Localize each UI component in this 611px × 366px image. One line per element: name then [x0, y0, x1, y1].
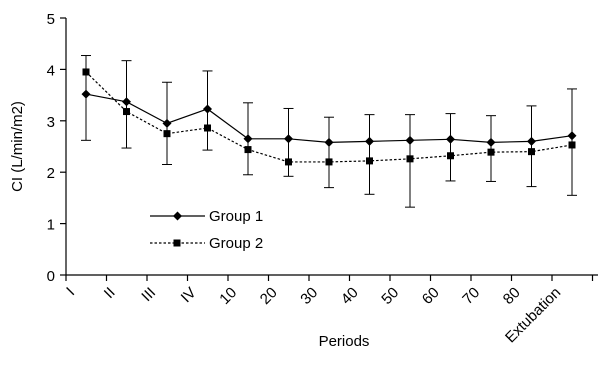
data-point [567, 131, 577, 141]
data-point [325, 158, 333, 166]
data-point [365, 136, 374, 146]
data-point [81, 89, 91, 99]
data-point [406, 155, 414, 163]
data-point [122, 97, 131, 107]
y-tick-label: 4 [47, 62, 55, 79]
y-ticks: 0 1 2 3 4 5 [47, 11, 66, 285]
legend-item-group-1: Group 1 [150, 208, 263, 225]
x-tick-label: IV [178, 284, 200, 306]
data-point [527, 136, 536, 146]
x-tick-label: 20 [257, 284, 281, 308]
data-point [82, 68, 90, 76]
series-layer [81, 68, 577, 166]
y-tick-label: 3 [47, 114, 55, 131]
x-tick-label: 60 [419, 284, 443, 308]
x-tick-label: III [138, 284, 159, 305]
data-point [284, 134, 293, 144]
data-point [528, 148, 535, 156]
error-bar [364, 114, 375, 195]
data-point [285, 158, 292, 166]
series-group-2 [82, 68, 576, 166]
y-axis-title: CI (L/min/m2) [9, 101, 26, 192]
error-bar [445, 113, 456, 182]
data-point [123, 108, 130, 116]
data-point [163, 130, 171, 138]
y-tick-label: 0 [47, 268, 55, 285]
error-bar [324, 116, 334, 189]
data-point [568, 141, 576, 149]
data-point [487, 148, 495, 156]
data-point [162, 118, 172, 128]
x-axis-title: Periods [319, 333, 370, 350]
data-point [244, 146, 252, 154]
legend-item-group-2: Group 2 [150, 235, 263, 252]
data-point [446, 134, 455, 144]
y-axis: 0 1 2 3 4 5 CI (L/min/m2) [9, 11, 67, 285]
x-tick-label: 50 [378, 284, 402, 308]
data-point [324, 137, 334, 147]
legend: Group 1 Group 2 [150, 208, 263, 252]
error-bar [526, 105, 537, 188]
data-point [243, 134, 253, 144]
x-tick-label: I [63, 284, 78, 299]
y-tick-label: 1 [47, 217, 55, 234]
y-tick-label: 2 [47, 165, 55, 182]
y-tick-label: 5 [47, 11, 55, 28]
data-point [405, 135, 415, 145]
x-tick-label: 10 [216, 284, 240, 308]
legend-marker-diamond [173, 211, 182, 221]
error-bar [486, 115, 496, 182]
error-bars [81, 55, 577, 208]
data-point [203, 104, 212, 114]
x-tick-label: 80 [500, 284, 524, 308]
series-group-1 [81, 89, 577, 147]
data-point [204, 124, 211, 132]
x-tick-label: 70 [459, 284, 483, 308]
data-point [447, 152, 454, 160]
x-tick-label: 40 [338, 284, 362, 308]
data-point [366, 157, 373, 165]
legend-label-group-2: Group 2 [209, 235, 263, 252]
data-point [486, 137, 496, 147]
legend-label-group-1: Group 1 [209, 208, 263, 225]
x-tick-label: II [101, 284, 119, 302]
legend-marker-square [173, 239, 181, 247]
x-tick-label: 30 [297, 284, 321, 308]
